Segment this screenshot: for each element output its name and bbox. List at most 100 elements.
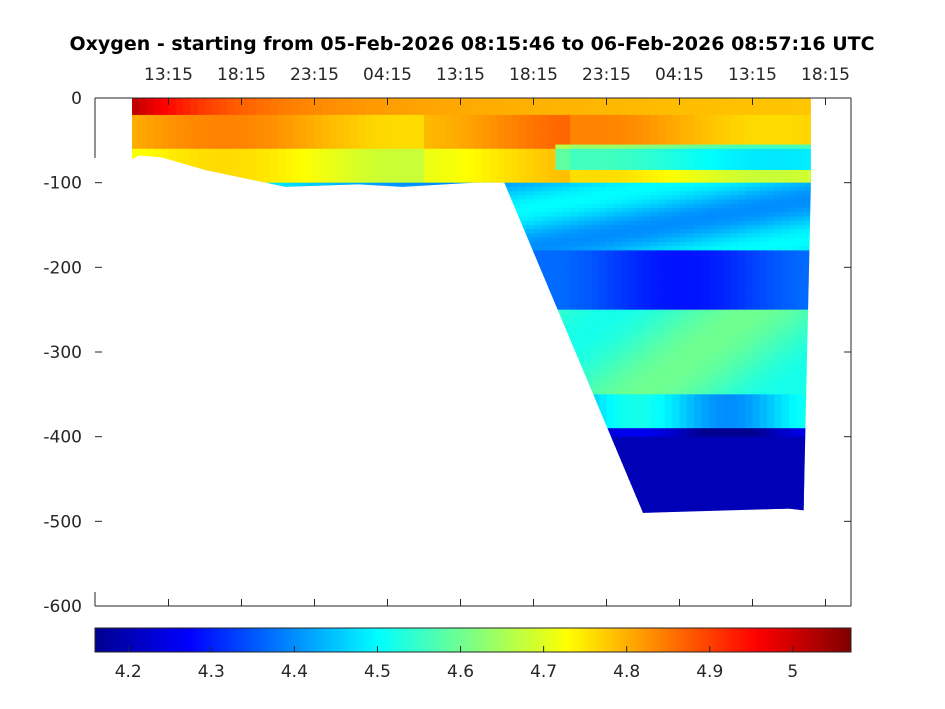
heat-cell [285, 220, 294, 226]
heat-cell [365, 106, 374, 112]
heat-cell [438, 292, 447, 298]
heat-cell [234, 352, 243, 357]
heat-cell [321, 415, 330, 421]
heat-cell [175, 364, 184, 370]
heat-cell [358, 178, 367, 184]
heat-cell [132, 466, 140, 472]
heat-cell [402, 352, 410, 357]
heat-cell [460, 466, 469, 472]
heat-cell [467, 114, 476, 120]
heat-cell [292, 301, 301, 307]
heat-cell [482, 504, 491, 510]
heat-cell [424, 517, 432, 522]
heat-cell [219, 148, 228, 154]
heat-cell [424, 182, 432, 188]
heat-cell [336, 479, 345, 484]
heat-cell [358, 237, 367, 243]
heat-cell [307, 368, 316, 374]
heat-cell [351, 148, 359, 154]
heat-cell [387, 292, 396, 298]
heat-cell [146, 352, 155, 357]
heat-cell [299, 398, 308, 404]
heat-cell [212, 195, 221, 201]
heat-cell [168, 377, 177, 383]
heat-cell [387, 449, 396, 455]
heat-cell [431, 432, 440, 438]
heat-cell [438, 144, 447, 150]
heat-cell [365, 309, 374, 315]
heat-cell [285, 199, 294, 205]
heat-cell [292, 229, 301, 235]
heat-cell [168, 407, 177, 412]
heat-cell [453, 250, 462, 256]
heat-cell [358, 491, 367, 497]
heat-cell [387, 479, 396, 484]
heat-cell [175, 453, 184, 459]
heat-cell [416, 479, 425, 484]
heat-cell [278, 186, 286, 192]
heat-cell [416, 258, 425, 264]
heat-cell [387, 169, 396, 175]
heat-cell [226, 208, 235, 213]
heat-cell [226, 504, 235, 510]
heat-cell [409, 309, 418, 315]
heat-cell [358, 373, 367, 378]
heat-cell [365, 440, 374, 446]
heat-cell [161, 157, 170, 163]
heat-cell [438, 462, 447, 467]
heat-cell [380, 284, 389, 290]
heat-cell [219, 123, 228, 129]
heat-cell [372, 364, 381, 370]
heat-cell [431, 258, 440, 264]
heat-cell [307, 191, 316, 196]
heat-cell [322, 517, 330, 522]
heat-cell [270, 98, 279, 103]
heat-cell [402, 470, 410, 476]
heat-cell [343, 208, 352, 213]
heat-cell [205, 517, 213, 522]
heat-cell [467, 136, 476, 141]
heat-cell [270, 148, 279, 154]
heat-cell [409, 394, 418, 400]
heat-cell [394, 186, 403, 192]
heat-cell [351, 487, 359, 493]
heat-cell [489, 411, 498, 417]
heat-cell [197, 237, 206, 243]
heat-cell [248, 457, 257, 463]
heat-cell [365, 186, 374, 192]
heat-cell [409, 343, 418, 349]
heat-cell [475, 153, 483, 158]
heat-cell [467, 373, 476, 378]
heat-cell [241, 123, 250, 129]
heat-cell [161, 419, 170, 425]
heat-cell [285, 229, 294, 235]
heat-cell [175, 153, 184, 158]
heat-cell [175, 174, 184, 180]
heat-cell [219, 356, 228, 362]
heat-cell [278, 161, 286, 167]
heat-cell [299, 157, 308, 163]
heat-cell [372, 352, 381, 357]
heat-cell [241, 212, 250, 218]
heat-cell [351, 182, 359, 188]
heat-cell [438, 398, 447, 404]
heat-cell [394, 504, 403, 510]
heat-cell [453, 284, 462, 290]
heat-cell [402, 343, 410, 349]
heat-cell [270, 250, 279, 256]
heat-cell [431, 415, 440, 421]
heat-cell [409, 203, 418, 209]
heat-cell [329, 419, 337, 425]
heat-cell [329, 284, 337, 290]
heat-cell [482, 440, 491, 446]
heat-cell [482, 237, 491, 243]
heat-cell [226, 225, 235, 230]
heat-cell [299, 102, 308, 108]
heat-cell [453, 305, 462, 311]
heat-cell [278, 220, 286, 226]
heat-cell [314, 500, 323, 505]
heat-cell [263, 377, 272, 383]
heat-cell [424, 487, 432, 493]
heat-cell [366, 513, 374, 518]
heat-cell [248, 491, 257, 497]
